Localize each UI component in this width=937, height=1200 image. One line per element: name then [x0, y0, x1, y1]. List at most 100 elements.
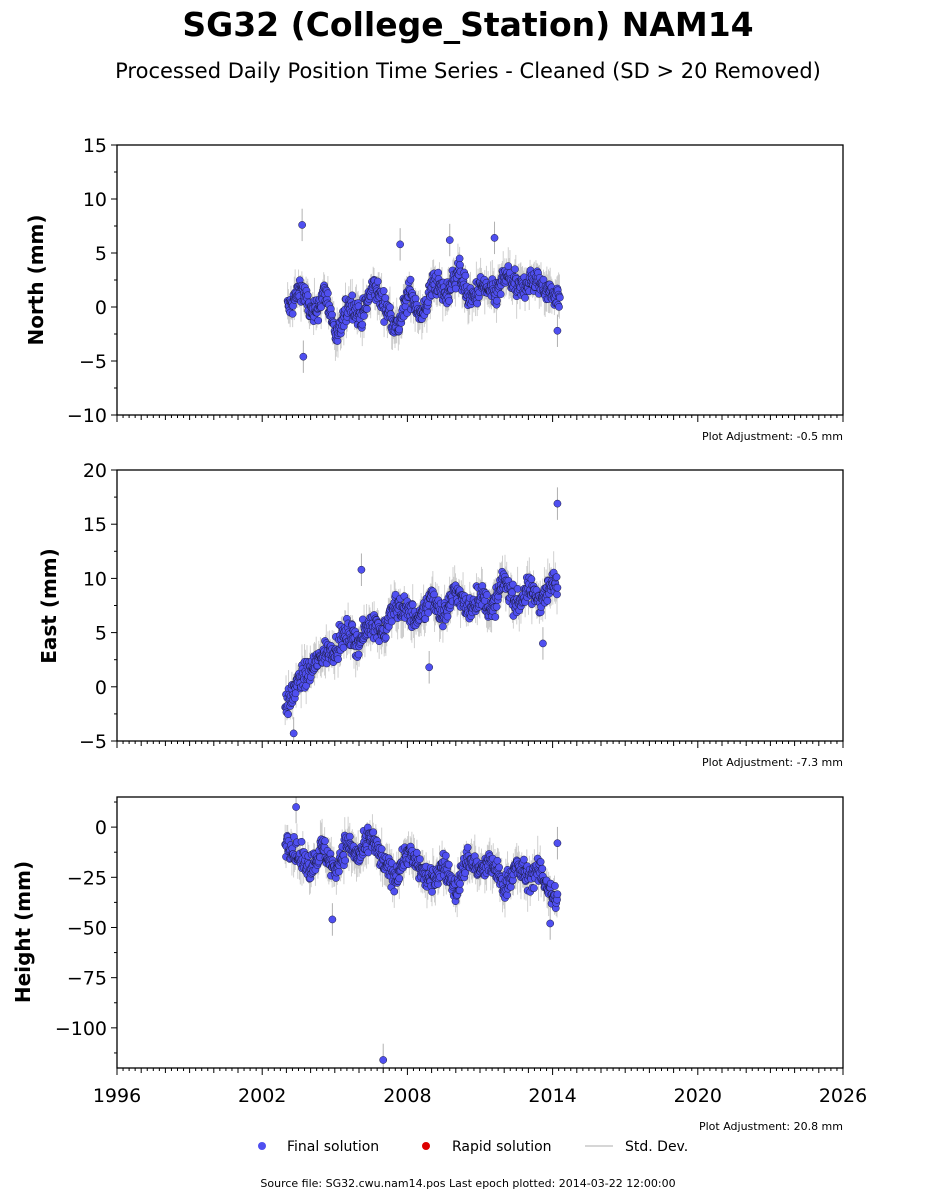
height-xtick-label: 2020 [674, 1085, 722, 1107]
height-outlier-point [328, 915, 337, 924]
height-point [321, 837, 329, 845]
north-point [406, 275, 415, 284]
north-point [555, 303, 563, 311]
height-xtick-label: 2014 [528, 1085, 576, 1107]
east-panel: East (mm) Plot Adjustment: -7.3 mm −5 0 5 1… [37, 460, 844, 769]
height-ytick-label: −50 [67, 917, 107, 939]
height-point [335, 867, 343, 876]
east-point [354, 650, 363, 659]
legend-final-marker [258, 1142, 266, 1150]
north-ytick-label: 5 [95, 243, 107, 265]
legend-stddev-label: Std. Dev. [625, 1139, 688, 1155]
north-point [456, 261, 464, 269]
east-data-points [281, 499, 562, 738]
east-point [513, 584, 522, 593]
height-point [495, 863, 503, 872]
east-ytick-label: −5 [79, 731, 107, 753]
height-point [456, 879, 464, 888]
north-point [473, 299, 482, 308]
height-stddev-bars [284, 797, 558, 1068]
height-point [428, 888, 436, 896]
north-point [386, 303, 394, 312]
north-data-points [283, 221, 564, 361]
height-point [444, 860, 453, 869]
east-point [439, 622, 447, 631]
east-point [527, 575, 536, 584]
height-outlier-point [546, 919, 555, 928]
height-point [369, 828, 378, 837]
east-ytick-label: 20 [83, 460, 107, 482]
source-footer: Source file: SG32.cwu.nam14.pos Last epo… [260, 1177, 675, 1190]
north-point [556, 293, 564, 302]
north-ylabel: North (mm) [24, 214, 48, 345]
east-point [491, 613, 500, 621]
height-point [520, 855, 528, 864]
height-point [341, 856, 350, 865]
height-plot-adjustment: Plot Adjustment: 20.8 mm [699, 1120, 843, 1133]
height-outlier-point [379, 1056, 388, 1064]
north-outlier-point [553, 326, 562, 335]
height-point [377, 845, 386, 853]
east-point [483, 591, 491, 599]
height-ytick-label: −25 [67, 867, 107, 889]
east-ytick-label: 10 [83, 568, 107, 590]
height-point [493, 856, 502, 865]
north-point [379, 287, 388, 295]
height-point [538, 864, 547, 873]
legend-rapid-label: Rapid solution [452, 1139, 552, 1155]
height-point [415, 855, 424, 863]
north-point [381, 294, 390, 302]
height-point [503, 891, 511, 899]
height-xtick-label: 1996 [93, 1085, 141, 1107]
north-point [521, 294, 529, 302]
height-xtick-label: 2008 [383, 1085, 431, 1107]
legend: Final solution Rapid solution Std. Dev. [258, 1139, 688, 1155]
east-point [443, 612, 452, 621]
height-point [455, 886, 464, 895]
north-point [504, 262, 513, 270]
east-point [284, 710, 292, 719]
north-panel: North (mm) Plot Adjustment: -0.5 mm −10 −… [24, 135, 844, 443]
height-point [442, 851, 450, 860]
height-ytick-label: −75 [67, 968, 107, 990]
east-point [553, 590, 561, 599]
height-outlier-point [553, 839, 562, 848]
height-panel: Height (mm) Plot Adjustment: 20.8 mm −10… [11, 796, 867, 1133]
height-point [345, 832, 354, 841]
north-point [348, 291, 357, 300]
height-point [461, 869, 470, 877]
north-point [358, 320, 367, 329]
north-ytick-label: 10 [83, 189, 107, 211]
north-ytick-label: 0 [95, 297, 107, 319]
east-outlier-point [553, 499, 562, 508]
height-point [297, 837, 306, 846]
legend-final-label: Final solution [287, 1139, 379, 1155]
height-point [536, 858, 545, 866]
height-axes-frame [116, 796, 844, 1069]
east-point [408, 600, 417, 609]
north-outlier-point [396, 240, 404, 249]
height-xtick-label: 2002 [238, 1085, 286, 1107]
east-outlier-point [357, 565, 366, 574]
east-point [382, 633, 390, 642]
north-ytick-label: −10 [67, 405, 107, 427]
north-point [303, 291, 312, 300]
east-ytick-label: 5 [95, 623, 107, 645]
north-point [328, 310, 336, 319]
east-ytick-label: 0 [95, 677, 107, 699]
height-point [553, 890, 562, 899]
east-ylabel: East (mm) [37, 548, 61, 664]
east-point [553, 583, 562, 592]
east-point [492, 602, 501, 611]
north-ytick-label: 15 [83, 135, 107, 157]
east-outlier-point [425, 663, 434, 672]
north-point [317, 303, 326, 312]
north-point [493, 296, 501, 305]
height-point [551, 882, 559, 890]
chart-title: SG32 (College_Station) NAM14 [182, 5, 753, 44]
north-point [363, 305, 371, 313]
legend-rapid-marker [422, 1142, 430, 1150]
east-plot-adjustment: Plot Adjustment: -7.3 mm [702, 756, 843, 769]
east-point [387, 617, 396, 626]
